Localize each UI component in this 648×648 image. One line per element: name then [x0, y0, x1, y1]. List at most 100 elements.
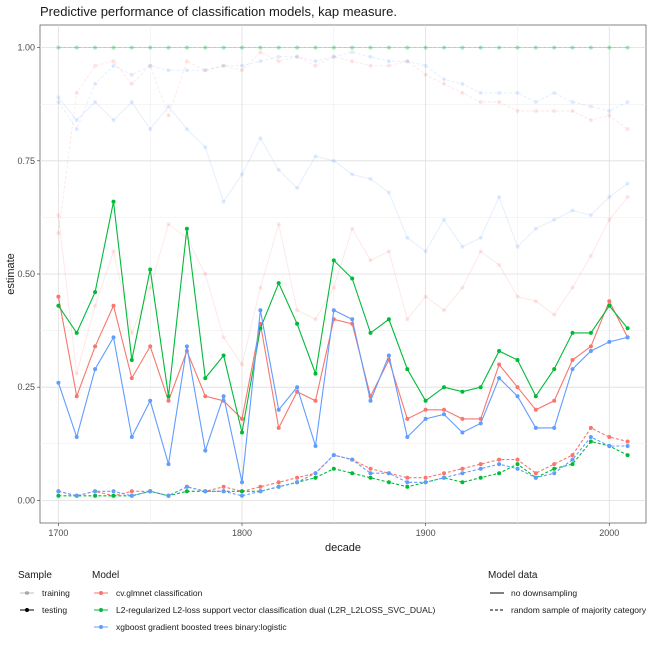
- data-point: [515, 385, 520, 390]
- data-point: [184, 226, 189, 231]
- x-tick-label: 2000: [599, 528, 619, 538]
- data-point: [331, 158, 336, 163]
- data-point: [276, 484, 281, 489]
- data-point: [56, 380, 61, 385]
- data-point: [221, 45, 226, 50]
- data-point: [386, 353, 391, 358]
- data-point: [497, 100, 502, 104]
- data-point: [129, 358, 134, 362]
- y-tick-label: 0.25: [17, 382, 35, 392]
- data-point: [350, 172, 355, 177]
- data-point: [386, 59, 391, 64]
- data-point: [368, 63, 373, 68]
- data-point: [313, 371, 318, 376]
- data-point: [625, 453, 630, 458]
- data-point: [240, 480, 244, 485]
- data-point: [313, 471, 318, 476]
- data-point: [442, 385, 446, 390]
- data-point: [497, 376, 502, 381]
- data-point: [625, 100, 630, 104]
- data-point: [588, 45, 593, 50]
- data-point: [423, 398, 428, 403]
- data-point: [184, 484, 189, 489]
- series-line-1: [57, 201, 629, 433]
- data-point: [386, 480, 391, 485]
- data-point: [221, 63, 226, 68]
- data-point: [166, 493, 171, 498]
- data-point: [331, 308, 336, 313]
- data-point: [552, 425, 557, 430]
- data-point: [552, 217, 557, 222]
- data-point: [129, 435, 134, 439]
- data-point: [405, 435, 410, 439]
- data-point: [129, 100, 134, 104]
- data-point: [533, 45, 538, 50]
- data-point: [607, 444, 612, 448]
- data-point: [460, 244, 465, 249]
- data-point: [478, 249, 483, 254]
- data-point: [570, 457, 575, 462]
- data-point: [258, 59, 263, 64]
- data-point: [515, 109, 520, 113]
- data-point: [570, 330, 575, 335]
- data-point: [552, 471, 557, 476]
- data-point: [166, 45, 171, 50]
- data-point: [111, 335, 116, 340]
- data-point: [129, 330, 134, 335]
- data-point: [93, 63, 98, 68]
- data-point: [442, 407, 446, 412]
- data-point: [129, 376, 134, 381]
- data-point: [570, 462, 575, 467]
- data-point: [276, 425, 281, 430]
- data-point: [497, 457, 502, 462]
- data-point: [588, 330, 593, 335]
- data-point: [570, 45, 575, 50]
- data-point: [295, 321, 300, 326]
- data-point: [166, 45, 171, 50]
- data-point: [74, 371, 79, 376]
- data-point: [368, 475, 373, 480]
- data-point: [607, 195, 612, 199]
- data-point: [423, 294, 428, 299]
- axes: 1700 1800 1900 2000 0.00 0.25 0.50 0.75 1.00: [17, 43, 619, 538]
- data-point: [478, 100, 483, 104]
- data-point: [478, 90, 483, 95]
- data-point: [497, 262, 502, 267]
- data-point: [533, 109, 538, 113]
- data-point: [478, 466, 483, 471]
- data-point: [221, 394, 226, 399]
- data-point: [478, 385, 483, 390]
- x-tick-label: 1700: [48, 528, 68, 538]
- data-point: [166, 398, 171, 403]
- data-point: [221, 353, 226, 358]
- series-line-9: [57, 51, 628, 234]
- data-point: [478, 462, 483, 467]
- data-point: [405, 367, 410, 372]
- data-point: [588, 104, 593, 109]
- data-point: [313, 475, 318, 480]
- data-point: [111, 493, 116, 498]
- data-point: [313, 63, 318, 68]
- data-point: [405, 59, 410, 64]
- data-point: [552, 109, 557, 113]
- data-point: [203, 45, 208, 50]
- data-point: [56, 294, 61, 299]
- data-point: [497, 349, 502, 353]
- data-point: [552, 312, 557, 317]
- data-point: [313, 154, 318, 159]
- data-point: [368, 466, 373, 471]
- data-point: [313, 444, 318, 448]
- data-point: [295, 45, 300, 50]
- data-point: [240, 68, 244, 73]
- data-point: [111, 59, 116, 64]
- data-point: [56, 95, 61, 100]
- data-point: [93, 489, 98, 494]
- data-point: [276, 480, 281, 485]
- data-point: [350, 59, 355, 64]
- data-point: [350, 50, 355, 55]
- data-point: [166, 104, 171, 109]
- data-point: [148, 63, 153, 68]
- data-point: [625, 45, 630, 50]
- data-point: [607, 113, 612, 118]
